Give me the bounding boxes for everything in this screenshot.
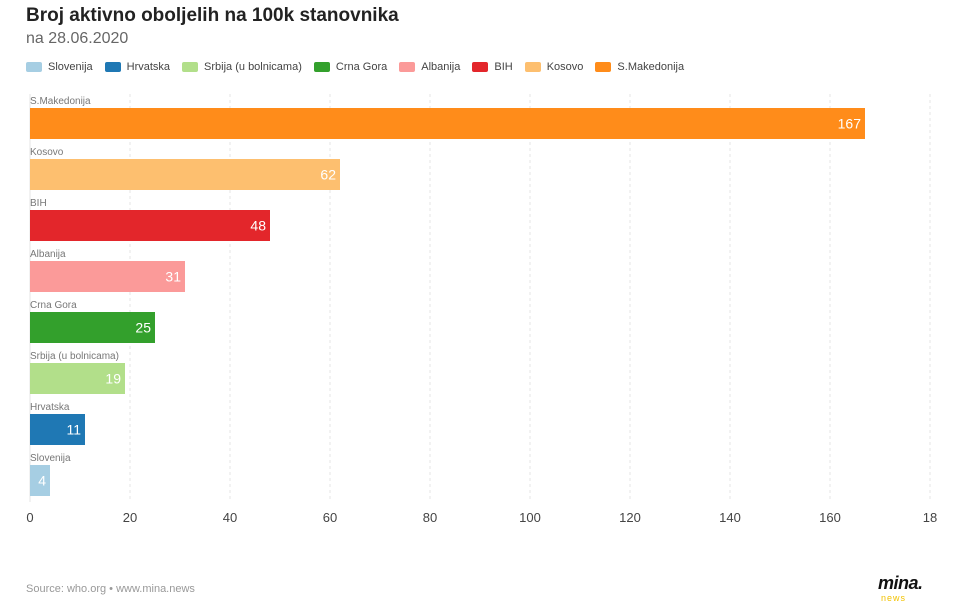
legend-label: Albanija [421, 61, 461, 73]
legend-item[interactable]: BIH [472, 61, 513, 73]
brand-logo: mina. [878, 573, 923, 593]
x-tick-label: 20 [123, 510, 137, 525]
legend-swatch [472, 62, 489, 72]
x-tick-label: 0 [26, 510, 33, 525]
legend-swatch [399, 62, 416, 72]
data-label: 167 [838, 116, 862, 132]
bar [30, 108, 865, 139]
x-tick-label: 60 [323, 510, 337, 525]
x-tick-label: 140 [719, 510, 741, 525]
data-label: 31 [165, 269, 181, 285]
legend-item[interactable]: Albanija [399, 61, 460, 73]
category-label: Slovenija [30, 453, 71, 464]
legend-item[interactable]: Kosovo [524, 61, 584, 73]
data-label: 11 [66, 422, 81, 438]
x-tick-label: 40 [223, 510, 237, 525]
x-tick-label: 80 [423, 510, 437, 525]
legend-label: Kosovo [546, 61, 584, 73]
legend-label: Crna Gora [335, 61, 388, 73]
data-label: 48 [250, 218, 266, 234]
x-tick-label: 100 [519, 510, 541, 525]
x-tick-label: 160 [819, 510, 841, 525]
bar [30, 465, 50, 496]
legend-swatch [524, 62, 541, 72]
category-label: Albanija [30, 249, 66, 260]
x-tick-label: 120 [619, 510, 641, 525]
category-label: Hrvatska [30, 402, 70, 413]
legend-item[interactable]: Hrvatska [104, 61, 171, 73]
category-label: S.Makedonija [30, 96, 91, 107]
bar [30, 159, 340, 190]
bar [30, 414, 85, 445]
legend-item[interactable]: S.Makedonija [595, 61, 684, 73]
bar [30, 363, 125, 394]
legend-item[interactable]: Slovenija [26, 61, 93, 73]
bar [30, 312, 155, 343]
data-label: 62 [320, 167, 336, 183]
category-label: Srbija (u bolnicama) [30, 351, 119, 362]
bar [30, 210, 270, 241]
legend-label: BIH [494, 61, 513, 73]
brand-logo-sub: news [881, 593, 907, 603]
legend-swatch [104, 62, 121, 72]
data-label: 19 [105, 371, 121, 387]
legend-swatch [313, 62, 330, 72]
data-label: 4 [38, 473, 46, 489]
source-note: Source: who.org • www.mina.news [26, 583, 195, 595]
legend-swatch [595, 62, 612, 72]
category-label: Kosovo [30, 147, 64, 158]
legend-swatch [26, 62, 42, 72]
legend-label: Hrvatska [126, 61, 171, 73]
legend-label: S.Makedonija [617, 61, 685, 73]
bar [30, 261, 185, 292]
x-tick-label: 18 [923, 510, 937, 525]
chart-title: Broj aktivno oboljelih na 100k stanovnik… [26, 5, 399, 26]
legend-swatch [182, 62, 199, 72]
category-label: BIH [30, 198, 47, 209]
legend-item[interactable]: Srbija (u bolnicama) [182, 61, 302, 73]
legend: Slovenija Hrvatska Srbija (u bolnicama) Crn… [26, 61, 696, 73]
data-label: 25 [135, 320, 151, 336]
legend-label: Srbija (u bolnicama) [204, 61, 302, 73]
legend-item[interactable]: Crna Gora [313, 61, 388, 73]
chart-subtitle: na 28.06.2020 [26, 30, 129, 47]
category-label: Crna Gora [30, 300, 77, 311]
legend-label: Slovenija [48, 61, 93, 73]
